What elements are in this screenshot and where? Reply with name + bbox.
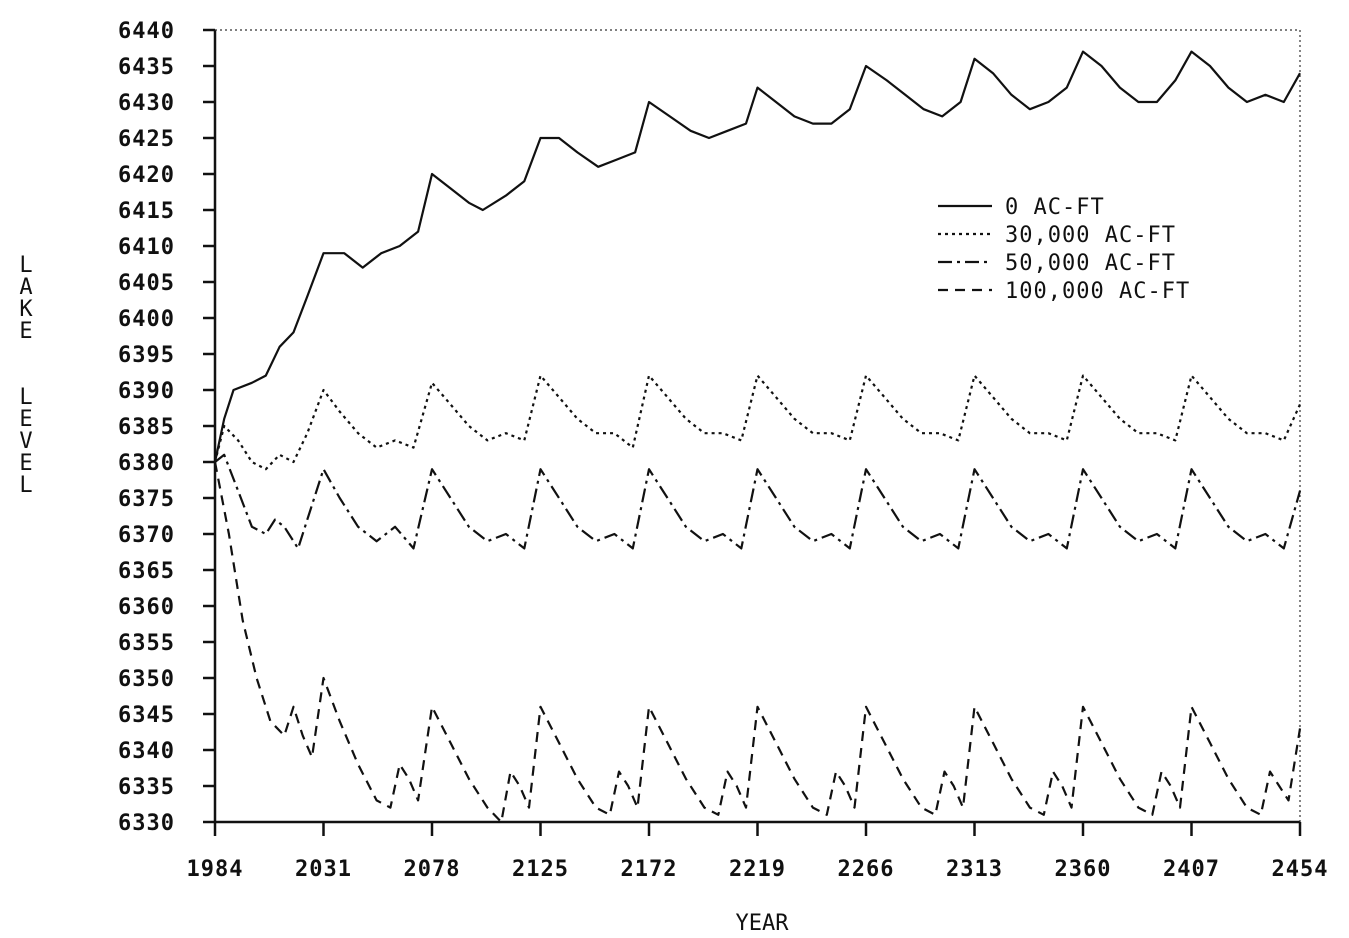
y-tick-label: 6360 [118, 595, 175, 620]
y-tick-label: 6330 [118, 811, 175, 836]
y-tick-label: 6350 [118, 667, 175, 692]
y-tick-label: 6410 [118, 235, 175, 260]
y-tick-label: 6370 [118, 523, 175, 548]
y-tick-label: 6405 [118, 271, 175, 296]
y-axis-title-letter: L [19, 385, 32, 410]
y-tick-label: 6390 [118, 379, 175, 404]
y-tick-label: 6340 [118, 739, 175, 764]
y-axis-title-letter: K [19, 297, 33, 322]
x-tick-label: 2219 [729, 857, 786, 882]
y-tick-label: 6440 [118, 19, 175, 44]
y-axis-title-letter: V [19, 429, 32, 454]
legend-label: 50,000 AC-FT [1005, 251, 1176, 276]
series-line [214, 453, 1302, 550]
legend: 0 AC-FT 30,000 AC-FT 50,000 AC-FT 100,000 A… [938, 195, 1190, 304]
legend-label: 30,000 AC-FT [1005, 223, 1176, 248]
y-tick-label: 6385 [118, 415, 175, 440]
y-tick-label: 6380 [118, 451, 175, 476]
legend-label: 100,000 AC-FT [1005, 279, 1190, 304]
x-tick-label: 2454 [1272, 857, 1329, 882]
axes-frame [213, 29, 1301, 824]
x-tick-label: 2407 [1163, 857, 1220, 882]
series-line [213, 461, 1302, 824]
y-tick-label: 6425 [118, 127, 175, 152]
y-tick-label: 6365 [118, 559, 175, 584]
series-lines [213, 50, 1302, 824]
x-axis-ticks: 1984 2031 2078 2125 2172 2219 2266 2313 2360 2407… [187, 822, 1329, 882]
x-tick-label: 2125 [512, 857, 569, 882]
y-axis-ticks: 6440 6435 6430 6425 6420 6415 6410 6405 6400 6395… [118, 19, 215, 836]
y-tick-label: 6345 [118, 703, 175, 728]
y-tick-label: 6430 [118, 91, 175, 116]
series-line [213, 50, 1301, 463]
legend-label: 0 AC-FT [1005, 195, 1105, 220]
y-tick-label: 6415 [118, 199, 175, 224]
x-axis-title: YEAR [736, 911, 790, 936]
y-axis-title-letter: A [19, 275, 32, 300]
x-tick-label: 1984 [187, 857, 244, 882]
y-tick-label: 6355 [118, 631, 175, 656]
y-axis-title-letter: L [19, 253, 32, 278]
y-axis-title-letter: E [19, 319, 32, 344]
y-tick-label: 6400 [118, 307, 175, 332]
y-tick-label: 6335 [118, 775, 175, 800]
x-tick-label: 2172 [621, 857, 678, 882]
y-tick-label: 6420 [118, 163, 175, 188]
x-tick-label: 2266 [838, 857, 895, 882]
y-tick-label: 6435 [118, 55, 175, 80]
x-tick-label: 2078 [404, 857, 461, 882]
y-axis-title-letter: E [19, 451, 32, 476]
y-axis-title-letter: E [19, 407, 32, 432]
series-line [213, 374, 1302, 471]
x-tick-label: 2360 [1055, 857, 1112, 882]
y-axis-title-letter: L [19, 473, 32, 498]
x-tick-label: 2031 [295, 857, 352, 882]
y-tick-label: 6395 [118, 343, 175, 368]
y-tick-label: 6375 [118, 487, 175, 512]
x-tick-label: 2313 [946, 857, 1003, 882]
